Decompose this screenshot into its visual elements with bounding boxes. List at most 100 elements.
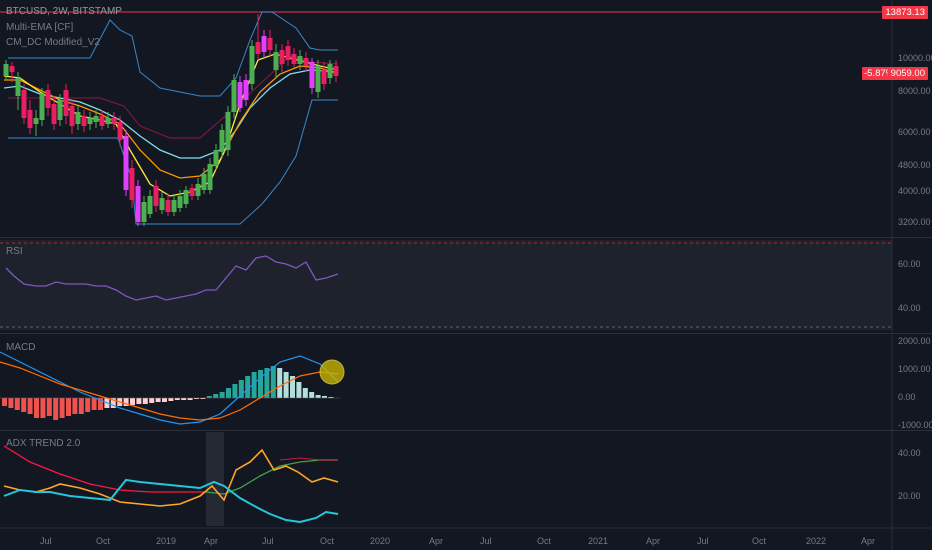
macd-histogram-bar — [91, 398, 97, 410]
price-tick: 10000.00 — [898, 53, 932, 63]
candle-body — [129, 168, 135, 200]
candle-body — [333, 66, 339, 76]
adx-tick: 20.00 — [898, 491, 921, 501]
candle-body — [45, 90, 51, 108]
candle-body — [63, 90, 69, 116]
macd-histogram-bar — [206, 396, 212, 398]
candle-body — [111, 118, 117, 124]
candle-body — [27, 110, 33, 128]
candle-body — [147, 196, 153, 214]
macd-histogram-bar — [264, 368, 270, 398]
macd-histogram-bar — [85, 398, 91, 412]
candle-body — [207, 164, 213, 190]
macd-histogram-bar — [8, 398, 14, 408]
candle-body — [279, 50, 285, 64]
macd-histogram-bar — [251, 372, 257, 398]
time-tick: Jul — [697, 536, 709, 546]
candle-body — [9, 66, 15, 72]
candle-body — [327, 64, 333, 78]
time-tick: Jul — [40, 536, 52, 546]
candle-body — [231, 80, 237, 112]
candle-body — [303, 58, 309, 66]
macd-histogram-bar — [155, 398, 161, 402]
candle-body — [183, 190, 189, 204]
candle-body — [243, 80, 249, 100]
pane-separator-rsi[interactable] — [0, 237, 932, 238]
candle-body — [255, 42, 261, 54]
high-price-tag: 13873.13 — [882, 6, 928, 19]
price-tick: 3200.00 — [898, 217, 931, 227]
macd-histogram-bar — [213, 394, 219, 398]
macd-histogram-bar — [200, 398, 206, 399]
macd-histogram-bar — [34, 398, 39, 418]
macd-label[interactable]: MACD — [6, 342, 36, 353]
candle-body — [189, 188, 195, 196]
macd-signal-line — [0, 361, 339, 421]
indicator-donchian[interactable]: CM_DC Modified_V2 — [6, 37, 100, 48]
macd-histogram-bar — [290, 376, 295, 398]
candle-body — [159, 198, 165, 210]
macd-histogram-bar — [181, 398, 187, 400]
rsi-tick: 40.00 — [898, 303, 921, 313]
time-tick: Apr — [646, 536, 661, 546]
adx-orange-line — [3, 448, 339, 507]
candle-body — [81, 116, 87, 126]
macd-histogram-bar — [27, 398, 33, 414]
rsi-label[interactable]: RSI — [6, 246, 23, 257]
macd-histogram-bar — [174, 398, 180, 400]
adx-red-line-right — [279, 457, 338, 461]
candle-body — [93, 116, 99, 122]
pane-separator-adx[interactable] — [0, 430, 932, 431]
macd-histogram-bar — [78, 398, 84, 414]
macd-histogram — [2, 366, 334, 420]
rsi-tick: 60.00 — [898, 259, 921, 269]
macd-histogram-bar — [328, 397, 334, 398]
candle-body — [273, 52, 279, 70]
macd-histogram-bar — [232, 384, 238, 398]
macd-histogram-bar — [168, 398, 174, 401]
indicator-multi-ema[interactable]: Multi-EMA [CF] — [6, 22, 74, 33]
macd-tick: -1000.00 — [898, 420, 932, 430]
macd-tick: 1000.00 — [898, 364, 931, 374]
price-tick: 8000.00 — [898, 86, 931, 96]
time-tick: Oct — [537, 536, 552, 546]
macd-histogram-bar — [149, 398, 155, 403]
candle-body — [105, 118, 111, 124]
ema-mid — [4, 65, 339, 179]
macd-line — [0, 351, 339, 425]
macd-histogram-bar — [194, 398, 199, 399]
macd-histogram-bar — [219, 392, 225, 398]
macd-histogram-bar — [309, 392, 315, 398]
candle-body — [213, 150, 219, 166]
candle-body — [51, 104, 57, 124]
price-tick: 4000.00 — [898, 186, 931, 196]
candle-body — [261, 36, 267, 52]
adx-label[interactable]: ADX TREND 2.0 — [6, 438, 81, 449]
candle-body — [291, 54, 297, 64]
time-tick: Apr — [861, 536, 876, 546]
macd-tick: 2000.00 — [898, 336, 931, 346]
candle-body — [21, 90, 27, 118]
pane-separator-macd[interactable] — [0, 333, 932, 334]
macd-histogram-bar — [123, 398, 129, 406]
macd-histogram-bar — [98, 398, 103, 410]
candle-body — [75, 112, 81, 124]
price-tick: 4800.00 — [898, 160, 931, 170]
candle-body — [99, 116, 105, 126]
candle-body — [225, 112, 231, 150]
adx-highlight-band — [206, 432, 224, 526]
candle-body — [57, 100, 63, 120]
candle-body — [201, 174, 207, 190]
time-tick: Jul — [480, 536, 492, 546]
candle-body — [135, 186, 141, 222]
change-percent-tag: -5.87% — [862, 67, 897, 80]
rsi-band-background — [0, 240, 892, 330]
time-tick: 2022 — [806, 536, 827, 546]
symbol-title[interactable]: BTCUSD, 2W, BITSTAMP — [6, 6, 122, 17]
macd-histogram-bar — [302, 388, 308, 398]
macd-histogram-bar — [14, 398, 20, 410]
candle-body — [195, 184, 201, 196]
adx-cyan-line — [3, 478, 339, 524]
donchian-upper — [8, 11, 338, 97]
